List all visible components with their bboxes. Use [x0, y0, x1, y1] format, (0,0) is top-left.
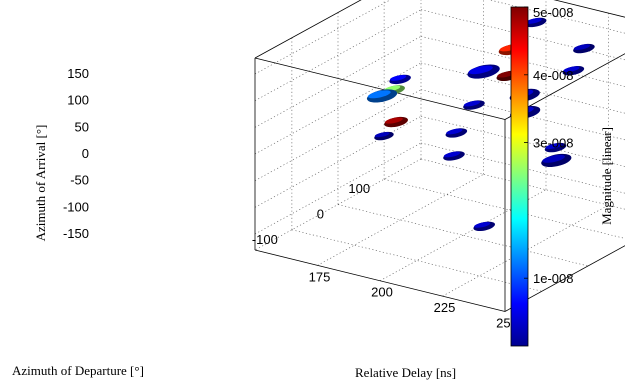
x-tick-label: 225 — [434, 300, 456, 315]
colorbar-tick-label: 3e-008 — [533, 136, 573, 151]
data-point — [443, 151, 465, 161]
data-point — [463, 100, 485, 110]
z-tick-label: -150 — [63, 226, 89, 241]
colorbar-ticks: 5e-008 4e-008 3e-008 1e-008 — [524, 5, 573, 286]
data-point — [544, 142, 567, 153]
colorbar-tick-label: 5e-008 — [533, 5, 573, 20]
colorbar — [510, 6, 529, 347]
z-tick-label: 50 — [75, 119, 89, 134]
y-tick-label: 0 — [317, 206, 324, 221]
data-point — [541, 153, 572, 168]
z-tick-label: -100 — [63, 199, 89, 214]
data-point — [389, 74, 411, 85]
z-tick-label: 100 — [67, 93, 89, 108]
z-tick-label: -50 — [70, 173, 89, 188]
data-point — [524, 17, 547, 28]
data-point — [445, 128, 468, 138]
x-tick-label: 175 — [309, 269, 331, 284]
z-tick-label: 0 — [82, 146, 89, 161]
data-point — [467, 64, 500, 79]
colorbar-tick-label: 1e-008 — [533, 271, 573, 286]
y-tick-label: 100 — [348, 181, 370, 196]
y-tick-label: -100 — [252, 232, 278, 247]
data-point — [562, 65, 585, 76]
box-edges — [254, 0, 625, 312]
data-point — [473, 221, 496, 232]
data-point — [384, 116, 408, 128]
data-point — [374, 131, 394, 141]
data-point — [573, 43, 595, 54]
x-axis-label: Relative Delay [ns] — [355, 365, 456, 380]
y-tick-labels: 100 0 -100 — [252, 181, 370, 247]
z-tick-label: 150 — [67, 66, 89, 81]
colorbar-label: Magnitude [linear] — [599, 127, 614, 225]
z-tick-labels: 150 100 50 0 -50 -100 -150 — [63, 66, 89, 241]
x-tick-label: 200 — [371, 285, 393, 300]
colorbar-tick-label: 4e-008 — [533, 68, 573, 83]
z-axis-label: Azimuth of Arrival [°] — [33, 125, 48, 242]
y-axis-label: Azimuth of Departure [°] — [12, 363, 144, 378]
data-point — [366, 89, 398, 103]
